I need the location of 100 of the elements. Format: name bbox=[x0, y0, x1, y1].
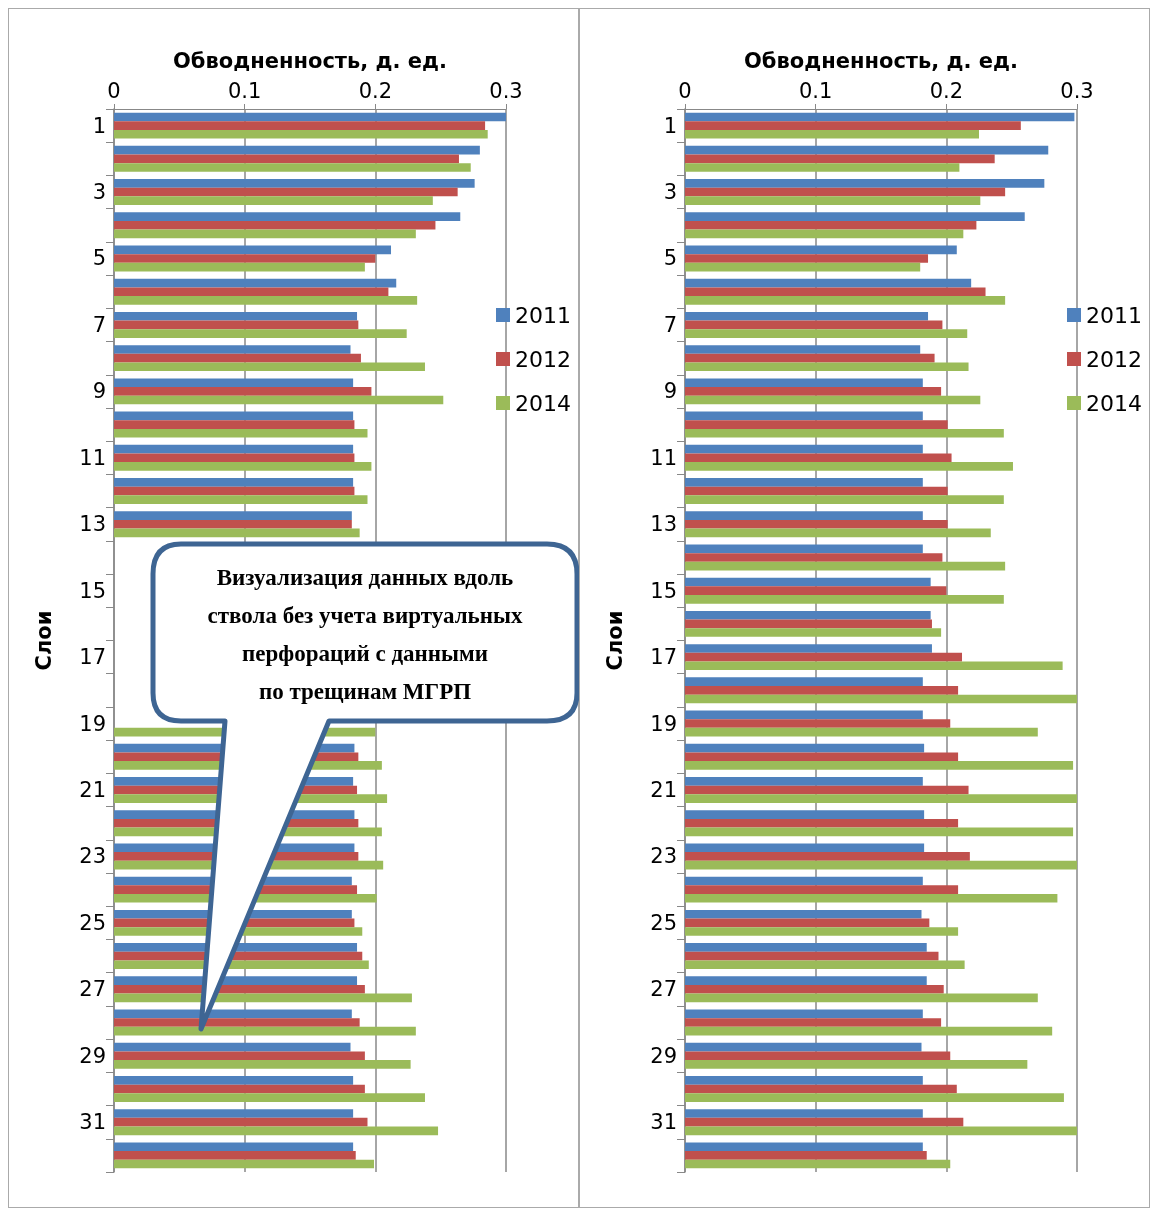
bar bbox=[685, 694, 1077, 704]
bar bbox=[685, 818, 959, 828]
bar bbox=[114, 1060, 411, 1069]
x-tick-label: 0.2 bbox=[358, 78, 393, 103]
bar bbox=[114, 1117, 368, 1127]
bar bbox=[114, 278, 397, 288]
bar bbox=[685, 1051, 951, 1061]
bar bbox=[685, 652, 963, 662]
bar bbox=[685, 453, 952, 463]
bar bbox=[685, 428, 1004, 438]
y-tick-label: 17 bbox=[650, 645, 677, 670]
bar bbox=[685, 311, 929, 321]
y-tick-label: 19 bbox=[650, 711, 677, 736]
y-tick-label: 3 bbox=[92, 180, 106, 205]
bar bbox=[685, 1060, 1028, 1069]
bar bbox=[685, 719, 951, 728]
y-tick-label: 25 bbox=[650, 910, 677, 935]
bar bbox=[685, 1076, 923, 1085]
bar bbox=[685, 943, 927, 952]
y-axis-title: Слои bbox=[602, 610, 627, 671]
bar bbox=[685, 1151, 927, 1160]
bar bbox=[685, 495, 1004, 504]
bar bbox=[685, 329, 968, 338]
bar bbox=[685, 785, 969, 795]
bar bbox=[114, 129, 488, 139]
bar bbox=[685, 411, 923, 421]
y-tick-label: 13 bbox=[79, 512, 106, 537]
bar bbox=[685, 229, 964, 239]
y-tick-label: 7 bbox=[92, 312, 106, 337]
bar bbox=[685, 378, 923, 388]
bar bbox=[685, 794, 1077, 803]
bar bbox=[114, 320, 359, 330]
bar bbox=[114, 428, 368, 438]
bar bbox=[114, 1018, 360, 1027]
bar bbox=[685, 1018, 942, 1027]
bar bbox=[114, 163, 471, 172]
y-tick-label: 1 bbox=[663, 113, 677, 138]
bar bbox=[685, 262, 921, 272]
bar bbox=[685, 1117, 964, 1127]
bar bbox=[114, 1109, 354, 1118]
bar bbox=[685, 777, 923, 786]
bar bbox=[685, 320, 943, 330]
legend-label: 2014 bbox=[1086, 390, 1143, 416]
x-tick-label: 0.3 bbox=[1060, 78, 1094, 103]
bar bbox=[685, 1042, 922, 1052]
bar bbox=[685, 353, 935, 363]
bar bbox=[685, 960, 965, 970]
bar bbox=[685, 984, 944, 994]
bar bbox=[114, 495, 368, 504]
bar bbox=[685, 752, 959, 762]
bar bbox=[685, 893, 1058, 903]
bar bbox=[114, 1051, 365, 1061]
bar bbox=[114, 353, 361, 363]
bar bbox=[685, 245, 957, 255]
bar bbox=[685, 876, 923, 886]
bar bbox=[685, 154, 995, 164]
x-tick-label: 0.3 bbox=[489, 78, 523, 103]
bar bbox=[685, 918, 930, 928]
bar bbox=[685, 577, 931, 587]
bar bbox=[685, 852, 970, 861]
bar bbox=[685, 254, 929, 263]
x-tick-label: 0.1 bbox=[798, 78, 833, 103]
bar bbox=[114, 1151, 356, 1160]
bar bbox=[685, 553, 943, 562]
bar bbox=[114, 395, 444, 405]
bar bbox=[685, 686, 959, 695]
bar bbox=[114, 311, 358, 321]
bar bbox=[685, 927, 959, 936]
bar bbox=[685, 993, 1038, 1003]
bar bbox=[114, 262, 365, 272]
bar bbox=[685, 661, 1063, 671]
bar bbox=[114, 1126, 439, 1136]
bar bbox=[685, 486, 948, 496]
bar bbox=[114, 154, 459, 164]
bar bbox=[685, 187, 1006, 197]
bar bbox=[685, 1084, 957, 1094]
bar bbox=[685, 511, 923, 520]
bar bbox=[114, 528, 360, 538]
y-tick-label: 13 bbox=[650, 512, 677, 537]
bar bbox=[685, 1026, 1053, 1036]
bar bbox=[685, 278, 972, 288]
x-axis-title: Обводненность, д. ед. bbox=[172, 48, 448, 73]
legend-label: 2012 bbox=[1086, 346, 1143, 372]
y-tick-label: 5 bbox=[92, 246, 106, 271]
bar bbox=[114, 486, 355, 496]
y-tick-label: 15 bbox=[650, 578, 677, 603]
bar bbox=[685, 743, 925, 753]
bar bbox=[685, 462, 1013, 471]
bar bbox=[685, 619, 932, 629]
bar bbox=[114, 212, 461, 221]
y-tick-label: 25 bbox=[79, 910, 106, 935]
y-tick-label: 11 bbox=[650, 445, 677, 470]
bar bbox=[114, 1026, 416, 1036]
bar bbox=[685, 544, 923, 554]
bar bbox=[685, 478, 923, 487]
legend-label: 2012 bbox=[515, 346, 572, 372]
bar bbox=[114, 179, 475, 188]
legend-label: 2011 bbox=[1086, 302, 1143, 328]
y-tick-label: 11 bbox=[79, 445, 106, 470]
legend-label: 2011 bbox=[515, 302, 572, 328]
